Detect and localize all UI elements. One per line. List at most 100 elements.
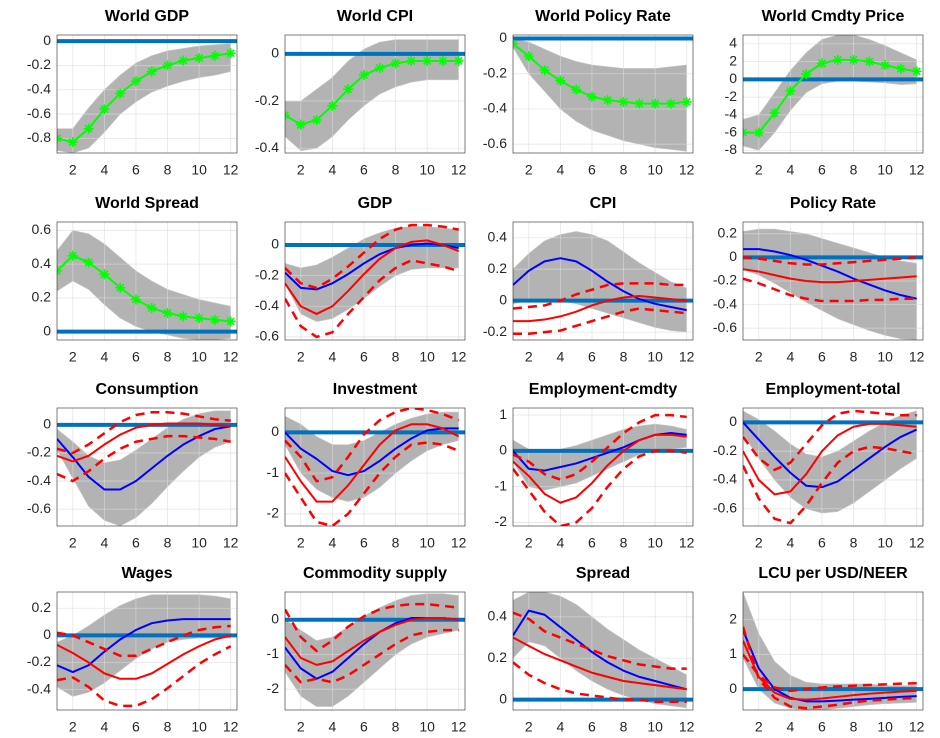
- star-marker: [880, 60, 891, 71]
- confidence-band: [285, 39, 459, 151]
- plot-area: [513, 592, 693, 710]
- star-marker: [115, 282, 126, 293]
- y-tick-label: 0: [43, 626, 51, 642]
- x-tick-label: 6: [588, 349, 596, 365]
- plot-area: [285, 35, 465, 153]
- series-line: [285, 628, 459, 684]
- star-marker: [523, 51, 534, 62]
- x-tick-label: 10: [191, 349, 207, 365]
- star-marker: [618, 96, 629, 107]
- x-tick-label: 12: [451, 535, 467, 551]
- star-marker: [162, 60, 173, 71]
- star-marker: [225, 316, 236, 327]
- panel-title: World CPI: [337, 8, 413, 25]
- y-tick-label: -0.2: [713, 272, 737, 288]
- panel: Consumption 2 4 6 8 10 12 -0.6 -0.4 -0.2 0: [27, 381, 239, 550]
- star-marker: [358, 70, 369, 81]
- panel: World CPI 2 4 6 8 10 12 -0.4 -0.2 0: [255, 8, 467, 177]
- panel: Policy Rate 2 4 6 8 10 12 -0.6 -0.4 -0.2 0 0.2: [713, 195, 925, 364]
- x-tick-label: 12: [909, 719, 925, 735]
- plot-area: [57, 592, 237, 710]
- x-tick-label: 12: [679, 535, 695, 551]
- y-tick-label: -0.6: [27, 500, 51, 516]
- plot-area: [513, 222, 693, 340]
- x-tick-label: 10: [647, 719, 663, 735]
- x-tick-label: 4: [328, 719, 336, 735]
- y-tick-label: -4: [725, 106, 738, 122]
- panel: World Spread 2 4 6 8 10 12 0 0.2 0.4 0.6: [32, 195, 239, 364]
- series-line: [285, 239, 460, 315]
- confidence-band: [57, 230, 231, 340]
- axes-box: [56, 591, 238, 711]
- star-marker: [911, 66, 922, 77]
- panel: Employment-total 2 4 6 8 10 12 -0.6 -0.4 -0.2 0: [713, 381, 925, 550]
- star-marker: [406, 55, 417, 66]
- plot-area: [285, 222, 465, 340]
- star-marker: [343, 84, 354, 95]
- x-tick-label: 6: [588, 719, 596, 735]
- star-marker: [650, 98, 661, 109]
- x-tick-label: 4: [100, 162, 108, 178]
- series-line: [743, 445, 917, 525]
- y-tick-label: -0.2: [255, 266, 279, 282]
- y-tick-label: 0.2: [32, 599, 52, 615]
- panel: Investment 2 4 6 8 10 12 -2 -1 0: [267, 381, 467, 550]
- y-tick-label: -0.6: [255, 328, 279, 344]
- x-tick-label: 6: [360, 535, 368, 551]
- y-tick-label: 0.2: [488, 260, 508, 276]
- star-marker: [586, 91, 597, 102]
- x-tick-label: 6: [132, 719, 140, 735]
- panel-title: World Spread: [95, 195, 199, 212]
- x-tick-label: 2: [525, 535, 533, 551]
- series-line: [743, 268, 917, 284]
- panel-title: Employment-total: [765, 381, 900, 398]
- x-tick-label: 12: [679, 162, 695, 178]
- plot-area: [57, 408, 237, 526]
- axes-box: [742, 407, 924, 527]
- plot-area: [285, 408, 465, 526]
- y-tick-label: -0.2: [255, 92, 279, 108]
- star-marker: [555, 75, 566, 86]
- y-tick-label: -0.6: [713, 319, 737, 335]
- y-tick-label: -6: [725, 123, 738, 139]
- y-tick-label: -0.4: [27, 472, 51, 488]
- x-tick-label: 4: [100, 349, 108, 365]
- star-marker: [832, 54, 843, 65]
- confidence-band: [285, 593, 459, 707]
- x-tick-label: 6: [132, 535, 140, 551]
- axes-box: [284, 34, 466, 154]
- star-marker: [146, 302, 157, 313]
- axes-box: [742, 591, 924, 711]
- star-marker: [422, 55, 433, 66]
- confidence-band: [743, 35, 917, 151]
- star-marker: [115, 88, 126, 99]
- series-line: [285, 423, 460, 503]
- x-tick-label: 2: [525, 349, 533, 365]
- x-tick-label: 12: [223, 349, 239, 365]
- x-tick-label: 2: [525, 719, 533, 735]
- star-marker: [634, 98, 645, 109]
- star-marker: [374, 63, 385, 74]
- y-tick-label: 0: [271, 45, 279, 61]
- y-tick-label: -0.2: [27, 444, 51, 460]
- x-tick-label: 12: [909, 535, 925, 551]
- y-tick-label: -0.2: [27, 653, 51, 669]
- panel-title: World Cmdty Price: [762, 8, 905, 25]
- series-line: [57, 624, 231, 657]
- series-line: [743, 626, 917, 710]
- x-tick-label: 4: [328, 349, 336, 365]
- y-tick-label: 0: [729, 248, 737, 264]
- y-tick-label: -0.2: [27, 56, 51, 72]
- x-tick-label: 12: [223, 535, 239, 551]
- x-tick-label: 4: [786, 535, 794, 551]
- y-tick-label: -2: [267, 680, 280, 696]
- plot-area: [57, 222, 237, 340]
- panel-title: Spread: [576, 565, 630, 582]
- x-tick-label: 10: [419, 719, 435, 735]
- y-tick-label: -2: [267, 504, 280, 520]
- x-tick-label: 2: [297, 162, 305, 178]
- x-tick-label: 10: [877, 349, 893, 365]
- x-tick-label: 8: [620, 719, 628, 735]
- x-tick-label: 8: [850, 719, 858, 735]
